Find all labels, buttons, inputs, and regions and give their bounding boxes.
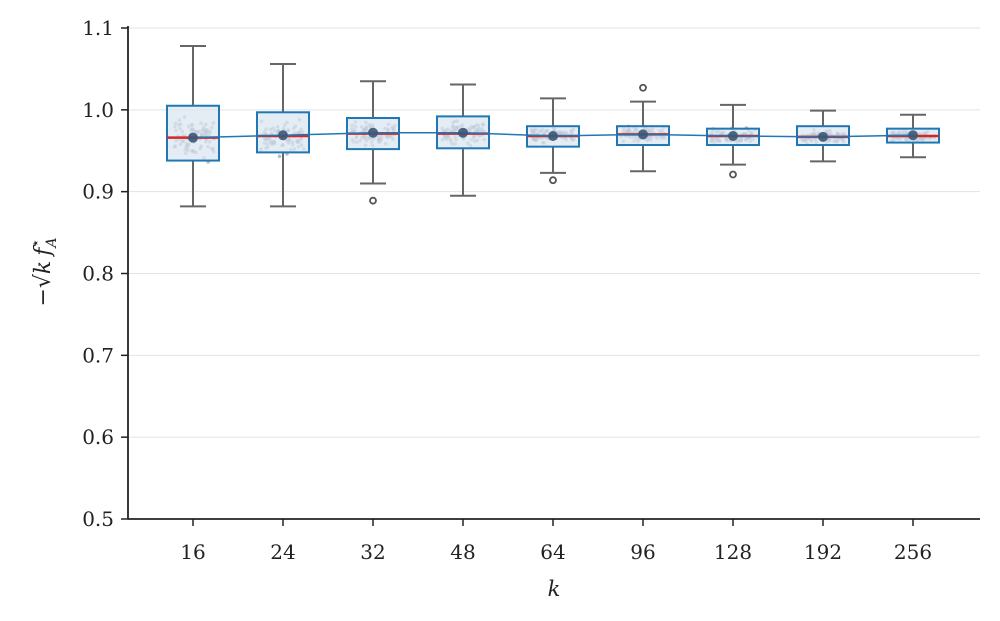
x-axis-label: k <box>548 577 561 601</box>
x-tick-label: 16 <box>180 540 205 564</box>
y-axis-label-prefix: −√ <box>31 273 56 306</box>
outlier-point <box>639 83 647 92</box>
y-axis-label: −√kfA⋆ <box>28 237 60 306</box>
mean-marker <box>368 127 378 138</box>
y-tick-label: 0.7 <box>82 343 114 367</box>
y-axis-label-sup: ⋆ <box>28 239 44 248</box>
y-tick-label: 0.5 <box>82 507 114 531</box>
grid-lines <box>128 27 980 438</box>
y-axis-label-k: k <box>31 261 56 274</box>
y-tick-label: 1.0 <box>82 98 114 122</box>
x-tick-label: 48 <box>450 540 475 564</box>
svg-text:−√kfA⋆: −√kfA⋆ <box>28 237 60 306</box>
x-tick-label: 32 <box>360 540 385 564</box>
y-tick-label: 1.1 <box>82 16 114 40</box>
outlier-point <box>729 170 737 179</box>
mean-marker <box>818 131 828 142</box>
x-tick-label: 24 <box>270 540 295 564</box>
sample-point <box>277 154 282 159</box>
box <box>256 111 310 154</box>
y-tick-label: 0.9 <box>82 180 114 204</box>
x-tick-label: 96 <box>630 540 655 564</box>
mean-marker <box>548 131 558 142</box>
mean-marker <box>728 131 738 142</box>
x-tick-label: 192 <box>804 540 842 564</box>
mean-line <box>188 127 918 143</box>
mean-marker <box>638 129 648 140</box>
box-plots <box>166 45 940 208</box>
axes <box>121 26 980 526</box>
outlier-point <box>549 176 557 185</box>
tick-labels: 0.5 0.6 0.7 0.8 0.9 1.0 1.1 16 24 32 48 64 96 128 192 2… <box>82 16 932 564</box>
mean-marker <box>188 132 198 143</box>
y-tick-label: 0.6 <box>82 425 114 449</box>
y-tick-label: 0.8 <box>82 262 114 286</box>
x-tick-label: 256 <box>894 540 932 564</box>
x-tick-label: 128 <box>714 540 752 564</box>
mean-marker <box>278 130 288 141</box>
outlier-point <box>369 196 377 205</box>
x-tick-label: 64 <box>540 540 565 564</box>
y-axis-label-sub: A <box>44 237 60 249</box>
mean-marker <box>458 127 468 138</box>
mean-marker <box>908 130 918 141</box>
